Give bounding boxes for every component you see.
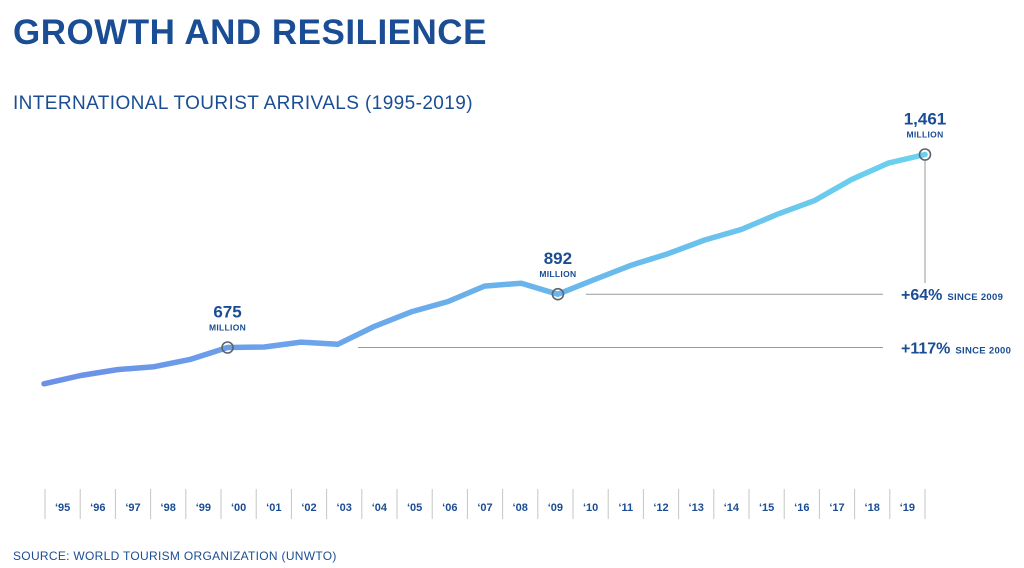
x-tick-label: ‘15 [759,502,774,514]
x-tick-label: ‘10 [583,502,598,514]
x-tick-label: ‘09 [548,502,563,514]
x-tick-label: ‘19 [900,502,915,514]
x-tick-label: ‘03 [337,502,352,514]
x-tick-label: ‘95 [55,502,70,514]
x-tick-label: ‘11 [618,502,633,514]
chart-source: SOURCE: WORLD TOURISM ORGANIZATION (UNWT… [13,549,337,563]
change-annotation: +64% SINCE 2009 [901,287,1003,304]
highlight-marker [221,341,234,354]
x-tick-label: ‘00 [231,502,246,514]
chart-subtitle: INTERNATIONAL TOURIST ARRIVALS (1995-201… [13,93,473,114]
highlight-value: 1,461 [904,110,947,129]
x-tick-label: ‘04 [372,502,388,514]
x-tick-label: ‘14 [724,502,740,514]
x-tick-label: ‘16 [794,502,809,514]
change-percent: +117% [901,341,950,358]
series-line-tourist-arrivals [41,151,928,387]
highlight-marker [918,148,932,161]
x-tick-label: ‘07 [477,502,492,514]
change-since-label: SINCE 2000 [955,346,1011,357]
x-tick-label: ‘13 [689,502,704,514]
change-annotation: +117% SINCE 2000 [901,341,1011,358]
change-percent: +64% [901,287,942,304]
change-since-label: SINCE 2009 [947,292,1003,303]
x-tick-label: ‘98 [161,502,176,514]
x-tick-label: ‘99 [196,502,211,514]
x-tick-label: ‘12 [653,502,668,514]
highlight-unit: MILLION [539,269,576,279]
highlight-marker [551,287,565,301]
x-tick-label: ‘97 [125,502,140,514]
highlight-value: 675 [213,303,241,322]
highlight-unit: MILLION [209,323,246,333]
x-tick-label: ‘96 [90,502,105,514]
chart-title: GROWTH AND RESILIENCE [13,13,487,52]
highlight-unit: MILLION [906,130,943,140]
x-tick-label: ‘06 [442,502,457,514]
x-tick-label: ‘18 [865,502,880,514]
x-tick-label: ‘01 [266,502,281,514]
x-tick-label: ‘05 [407,502,422,514]
x-tick-label: ‘17 [829,502,844,514]
x-tick-label: ‘02 [301,502,316,514]
highlight-value: 892 [544,249,572,268]
x-tick-label: ‘08 [513,502,528,514]
